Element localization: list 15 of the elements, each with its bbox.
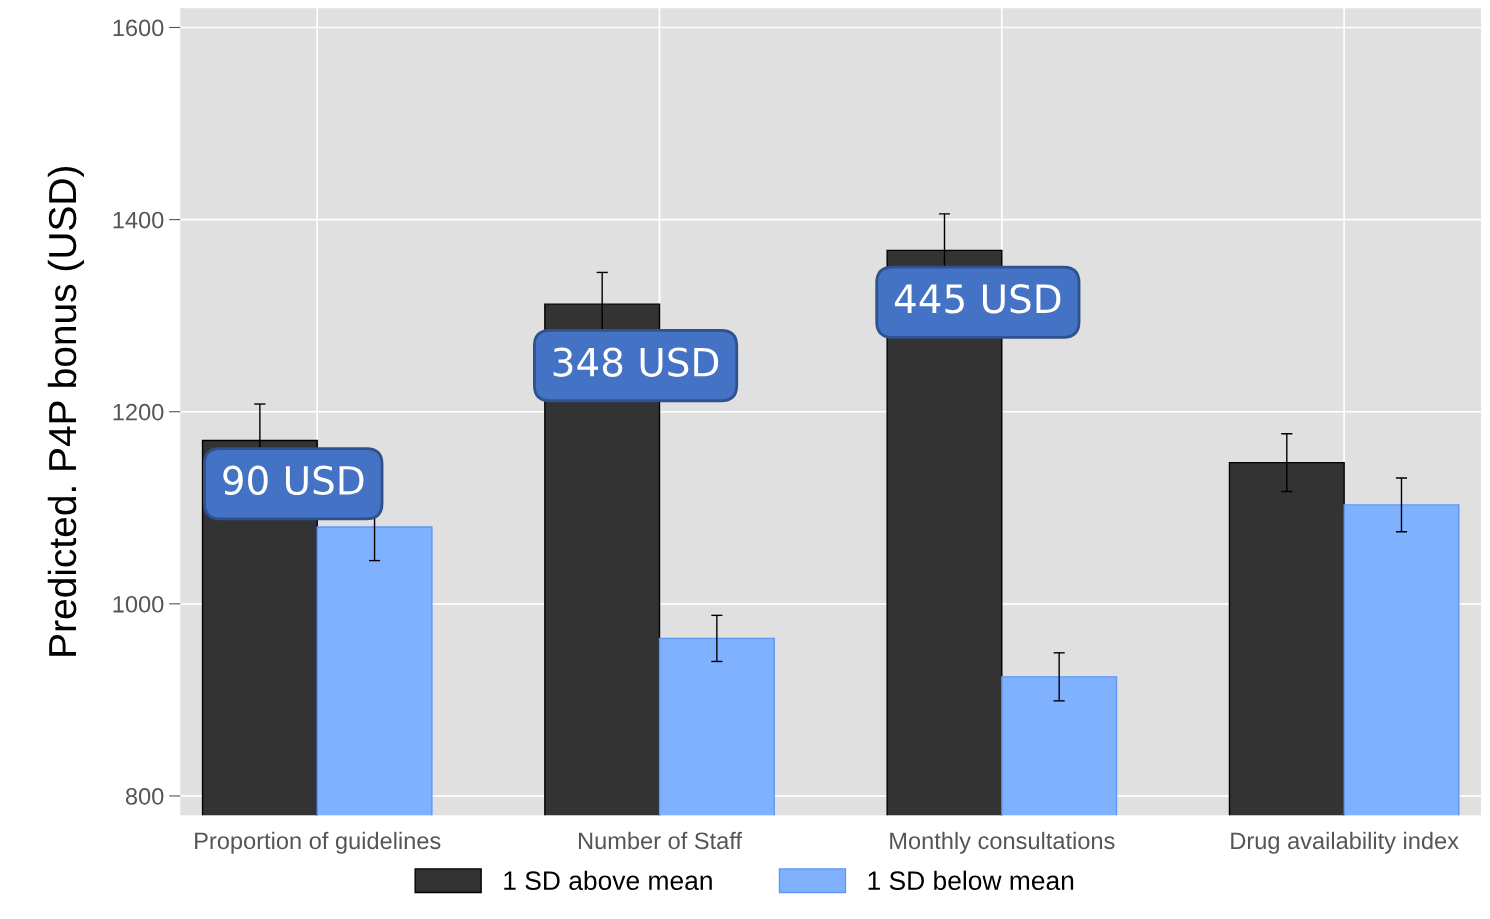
legend-label: 1 SD above mean [504, 870, 712, 891]
x-tick-label: Drug availability index [1231, 831, 1459, 854]
y-tick-label: 1600 [113, 19, 164, 37]
legend-label: 1 SD below mean [868, 870, 1074, 891]
y-tick-label: 800 [125, 788, 164, 805]
annotation: 348 USD [553, 347, 719, 377]
y-tick-label: 1200 [113, 403, 164, 421]
annotation: 90 USD [223, 465, 364, 496]
y-axis-title: Predicted. P4P bonus (USD) [47, 166, 84, 656]
x-tick-label: Monthly consultations [890, 831, 1115, 854]
x-tick-label: Number of Staff [579, 831, 743, 850]
x-tick-label: Proportion of guidelines [195, 831, 441, 854]
y-tick-label: 1000 [113, 595, 164, 613]
y-tick-label: 1400 [113, 211, 164, 229]
annotation: 445 USD [894, 284, 1061, 314]
